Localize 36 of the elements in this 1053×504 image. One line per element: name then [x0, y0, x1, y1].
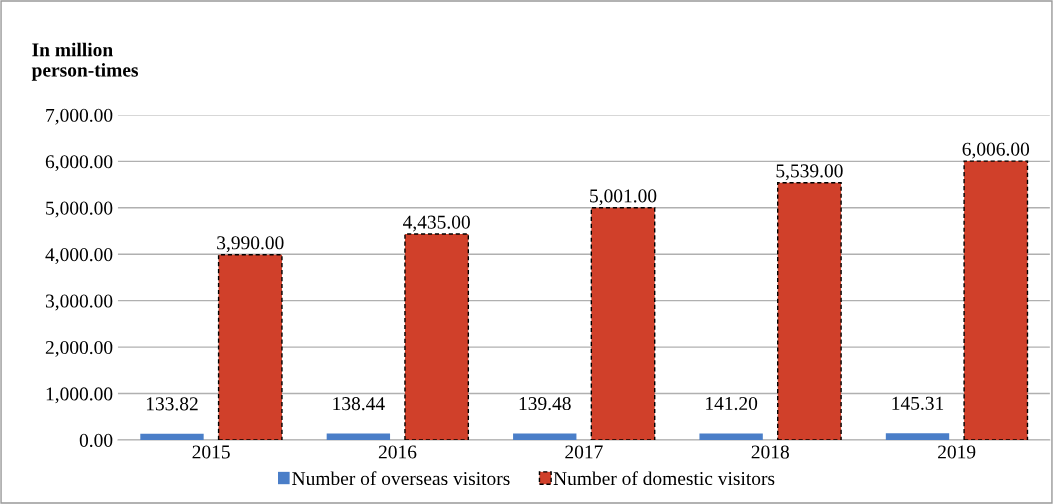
y-tick-label: 1,000.00	[46, 387, 113, 404]
bar	[963, 160, 1029, 440]
x-tick-label: 2016	[378, 445, 417, 459]
bar	[326, 433, 391, 440]
y-tick-label: 5,000.00	[46, 201, 113, 218]
data-label: 5,001.00	[590, 189, 657, 206]
data-label: 133.82	[146, 397, 198, 411]
bar	[885, 433, 950, 440]
legend-label: Number of domestic visitors	[553, 471, 775, 486]
x-tick-label: 2019	[938, 445, 976, 459]
y-tick-label: 2,000.00	[45, 340, 113, 357]
x-tick-label: 2015	[192, 445, 230, 459]
y-tick-label: 6,000.00	[45, 155, 113, 172]
bar	[513, 433, 577, 440]
x-tick-label: 2018	[751, 445, 789, 459]
bar	[699, 433, 763, 440]
data-label: 3,990.00	[217, 236, 284, 253]
bar	[777, 182, 842, 440]
legend-label: Number of overseas visitors	[292, 471, 510, 486]
data-label: 139.48	[519, 397, 571, 411]
y-tick-label: 0.00	[79, 433, 113, 448]
data-label: 145.31	[892, 396, 944, 410]
y-axis-title: In million person-times	[31, 42, 139, 81]
y-tick-label: 3,000.00	[45, 294, 113, 311]
x-tick-label: 2017	[565, 445, 603, 459]
y-tick-label: 4,000.00	[45, 248, 113, 264]
data-label: 141.20	[706, 396, 758, 411]
data-label: 4,435.00	[403, 215, 470, 232]
bar	[404, 233, 470, 440]
data-label: 6,006.00	[962, 142, 1030, 159]
data-label: 138.44	[333, 397, 385, 411]
y-tick-label: 7,000.00	[46, 108, 113, 125]
bar	[217, 254, 283, 440]
data-label: 5,539.00	[776, 164, 843, 181]
bar	[590, 207, 656, 440]
bar	[140, 433, 204, 440]
